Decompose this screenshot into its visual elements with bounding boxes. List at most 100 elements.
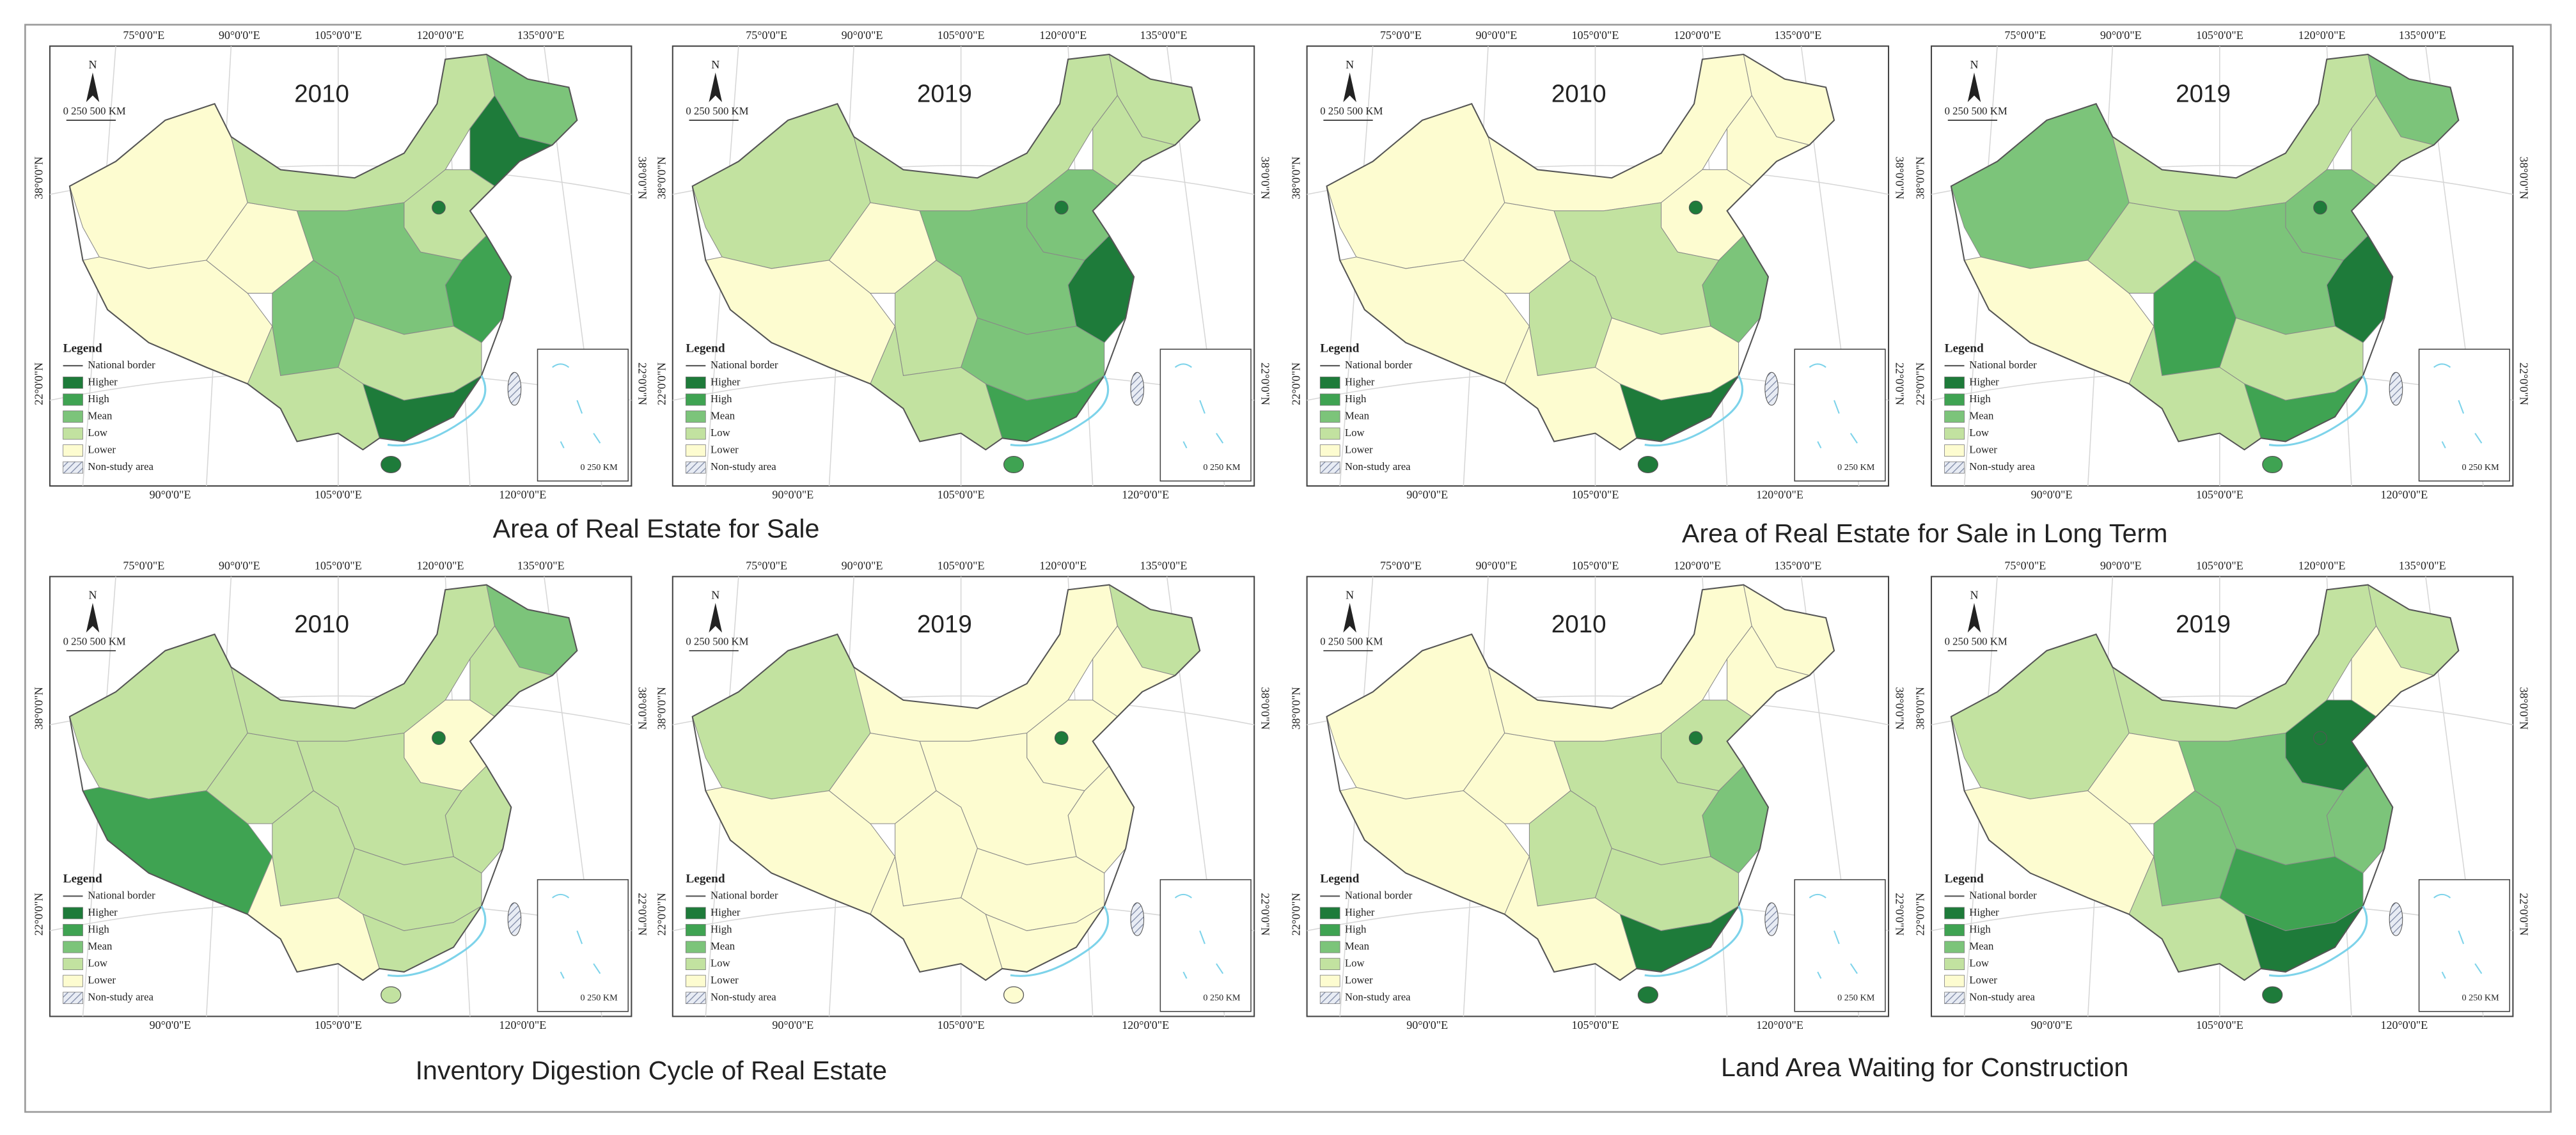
capital-region — [2313, 731, 2327, 745]
legend-swatch — [1944, 907, 1965, 920]
legend-label: Higher — [711, 375, 741, 387]
legend-swatch — [686, 941, 706, 953]
non-study-area — [507, 902, 522, 936]
inset-frame — [1794, 348, 1886, 482]
inset-frame — [2418, 348, 2511, 482]
north-arrow — [86, 72, 100, 102]
north-label: N — [711, 58, 719, 71]
scale-label: 0 250 500 KM — [1320, 636, 1383, 648]
legend-label: Low — [88, 427, 108, 439]
map-panel: 2019 N 0 250 500 KM Legend National border Hi… — [655, 29, 1271, 501]
legend-title: Legend — [686, 872, 725, 886]
lon-label: 105°0'0"E — [938, 1019, 985, 1031]
map-year: 2010 — [294, 81, 349, 108]
lat-label: 38°0'0"N — [1914, 687, 1927, 730]
lat-label: 38°0'0"N — [1893, 687, 1906, 730]
legend-label: Non-study area — [1345, 460, 1411, 473]
lat-label: 38°0'0"N — [1259, 157, 1272, 200]
lon-label: 105°0'0"E — [938, 489, 985, 501]
inset-islands — [552, 363, 601, 449]
legend-swatch — [686, 975, 706, 987]
lon-label: 75°0'0"E — [746, 559, 787, 572]
legend-swatch — [1319, 427, 1340, 440]
lon-label: 120°0'0"E — [417, 559, 464, 572]
lat-label: 38°0'0"N — [1259, 687, 1272, 730]
legend-label: Non-study area — [1969, 991, 2035, 1003]
legend-label: Low — [1969, 957, 1990, 969]
lat-label: 38°0'0"N — [1289, 157, 1302, 200]
north-label: N — [88, 58, 97, 71]
lat-label: 22°0'0"N — [1893, 893, 1906, 935]
legend-title: Legend — [686, 342, 725, 356]
lat-label: 22°0'0"N — [655, 893, 668, 935]
legend-label: Mean — [1969, 940, 1994, 952]
group-title: Land Area Waiting for Construction — [1721, 1053, 2128, 1082]
group-title: Area of Real Estate for Sale in Long Ter… — [1682, 519, 2168, 548]
legend-swatch — [63, 411, 83, 423]
lon-label: 120°0'0"E — [417, 29, 464, 42]
lat-label: 38°0'0"N — [2518, 687, 2531, 730]
inset-frame — [1159, 879, 1252, 1012]
non-study-area — [507, 372, 522, 406]
capital-region — [432, 731, 446, 745]
north-label: N — [1346, 58, 1354, 71]
legend-swatch — [1944, 958, 1965, 970]
lat-label: 22°0'0"N — [1893, 363, 1906, 405]
legend-label: High — [1345, 393, 1367, 405]
national-border — [691, 53, 1201, 451]
group-title: Inventory Digestion Cycle of Real Estate — [416, 1056, 887, 1085]
north-label: N — [1970, 58, 1978, 71]
legend-swatch — [686, 393, 706, 406]
lon-label: 75°0'0"E — [123, 29, 164, 42]
legend-label: National border — [1345, 889, 1413, 901]
scale-label: 0 250 500 KM — [63, 105, 126, 117]
lon-label: 135°0'0"E — [1140, 29, 1188, 42]
hainan — [1003, 455, 1025, 474]
legend-label: High — [88, 393, 109, 405]
lon-label: 120°0'0"E — [1756, 1019, 1803, 1031]
legend-swatch — [63, 377, 83, 389]
legend-label: Low — [711, 427, 731, 439]
lon-label: 90°0'0"E — [2100, 559, 2142, 572]
lon-label: 120°0'0"E — [1039, 559, 1087, 572]
lon-label: 105°0'0"E — [315, 1019, 362, 1031]
north-arrow — [1343, 72, 1356, 102]
legend-swatch — [1944, 941, 1965, 953]
hainan — [1637, 455, 1659, 474]
legend-label: National border — [88, 359, 155, 371]
lat-label: 38°0'0"N — [1893, 157, 1906, 200]
legend-label: Higher — [1969, 375, 1999, 387]
legend-label: Non-study area — [88, 991, 153, 1003]
legend-swatch — [1319, 377, 1340, 389]
lat-label: 38°0'0"N — [1289, 687, 1302, 730]
lon-label: 105°0'0"E — [315, 29, 362, 42]
legend-label: Higher — [1345, 375, 1375, 387]
legend-swatch — [63, 992, 83, 1005]
legend-label: Non-study area — [711, 460, 776, 473]
national-border — [68, 584, 578, 982]
lon-label: 90°0'0"E — [2031, 489, 2073, 501]
legend-swatch — [63, 924, 83, 936]
north-arrow — [709, 602, 723, 633]
map-year: 2019 — [2176, 611, 2231, 638]
lon-label: 135°0'0"E — [1774, 559, 1821, 572]
legend-label: Lower — [1969, 974, 1997, 986]
non-study-area — [2389, 372, 2403, 406]
inset-frame — [2418, 879, 2511, 1012]
legend-label: Low — [88, 957, 108, 969]
map-panel: 2010 N 0 250 500 KM Legend National border Hi… — [33, 559, 649, 1031]
lon-label: 105°0'0"E — [2196, 559, 2243, 572]
lon-label: 120°0'0"E — [2380, 1019, 2428, 1031]
legend-label: High — [711, 923, 732, 935]
hainan — [1637, 986, 1659, 1004]
north-label: N — [88, 589, 97, 602]
legend-label: Non-study area — [88, 460, 153, 473]
legend-swatch — [63, 907, 83, 920]
hainan — [1003, 986, 1025, 1004]
legend-swatch — [1944, 411, 1965, 423]
legend-label: Non-study area — [711, 991, 776, 1003]
coastline — [2268, 905, 2368, 977]
lon-label: 90°0'0"E — [842, 29, 883, 42]
legend-label: Low — [1345, 957, 1365, 969]
inset-islands — [1174, 893, 1224, 979]
